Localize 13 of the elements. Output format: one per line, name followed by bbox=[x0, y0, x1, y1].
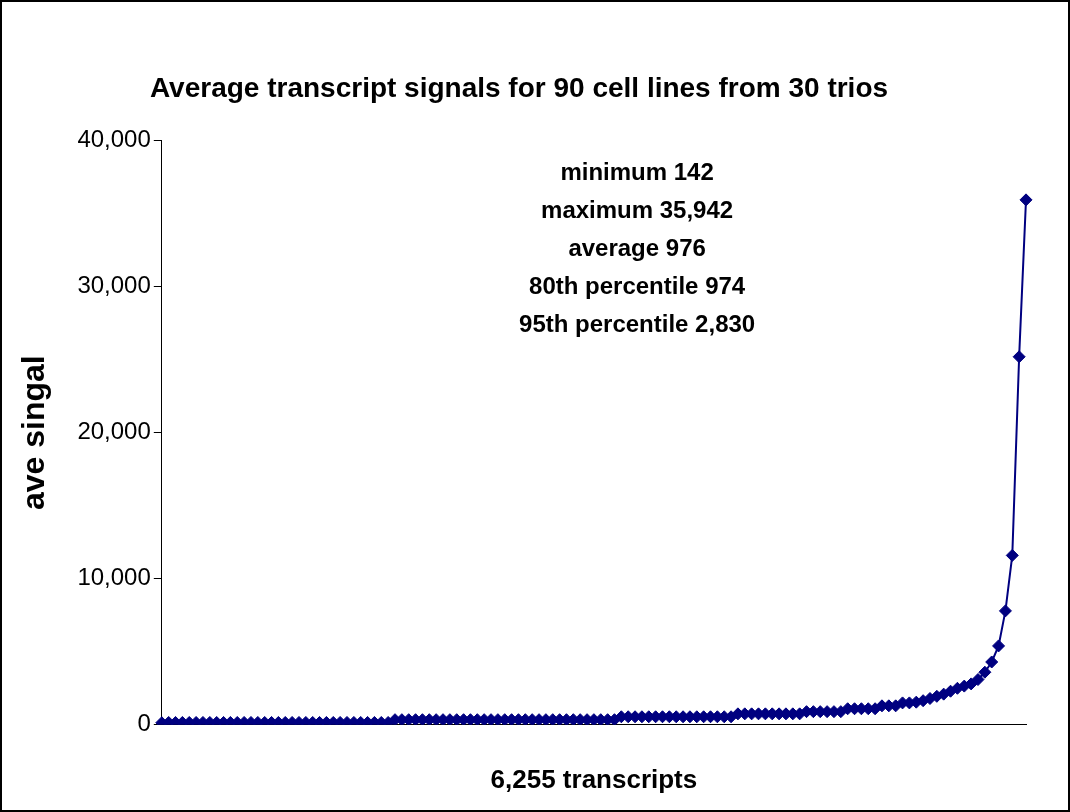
annotation: 95th percentile 2,830 bbox=[519, 310, 756, 338]
y-tick-label: 0 bbox=[137, 709, 151, 737]
annotation: 80th percentile 974 bbox=[529, 272, 746, 300]
y-tick-label: 20,000 bbox=[77, 417, 151, 445]
y-tick-label: 30,000 bbox=[77, 271, 151, 299]
chart-title: Average transcript signals for 90 cell lines from 30 trios bbox=[149, 71, 889, 103]
y-tick-label: 40,000 bbox=[77, 125, 151, 153]
annotation: minimum 142 bbox=[560, 158, 714, 186]
y-axis-title: ave singal bbox=[15, 355, 52, 511]
y-tick-label: 10,000 bbox=[77, 563, 151, 591]
annotation: average 976 bbox=[568, 234, 706, 262]
x-axis-title: 6,255 transcripts bbox=[490, 763, 698, 794]
annotation: maximum 35,942 bbox=[541, 196, 734, 224]
